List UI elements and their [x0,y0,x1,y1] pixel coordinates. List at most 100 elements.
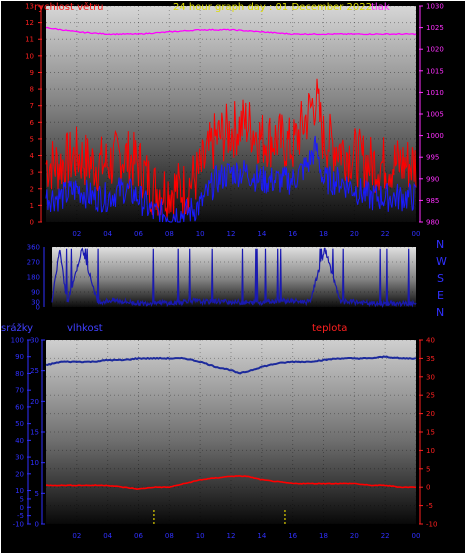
humidity-axis-label: vlhkost [67,323,103,334]
humidity-series [45,355,417,375]
time-tick-label-bottom-7: 16 [288,532,297,540]
pressure-tick-label-9: 1025 [426,24,444,32]
wind-speed-tick-label-6: 6 [30,119,35,127]
time-tick-label-bottom-5: 12 [227,532,236,540]
humidity-tick-label-1: 25 [30,367,39,375]
rain-axis-label: srážky [1,322,33,334]
wind-direction-series [51,247,417,308]
wind-speed-tick-label-9: 9 [30,69,34,77]
rain-tick-label-8: 20 [15,470,24,478]
rain-tick-label-7: 30 [15,454,24,462]
time-tick-label-top-1: 04 [103,230,112,238]
pressure-tick-label-1: 985 [426,197,439,205]
time-tick-label-top-6: 14 [257,230,266,238]
compass-label-n: N [436,238,444,251]
temperature-tick-label-5: 15 [426,429,435,437]
pressure-axis-label: tlak [371,2,390,13]
pressure-tick-label-6: 1010 [426,89,444,97]
wind-gust-series [45,78,417,219]
wind-direction-plot-area [52,247,416,307]
wind-speed-axis-label: rychlost větru [34,1,104,13]
temperature-series [46,475,417,491]
rain-tick-label-6: 40 [15,437,24,445]
compass-label-w: W [436,255,447,268]
direction-tick-label-4: 270 [27,259,40,267]
wind-speed-tick-label-13: 13 [25,3,34,11]
humidity-tick-label-3: 15 [30,429,39,437]
rain-tick-label-12: -5 [17,512,24,520]
wind-speed-tick-label-8: 8 [30,86,34,94]
time-tick-label-top-0: 02 [72,230,81,238]
rain-tick-label-13: -10 [13,521,24,529]
humidity-tick-label-6: 0 [35,521,39,529]
pressure-tick-label-3: 995 [426,154,439,162]
pressure-tick-label-0: 980 [426,219,439,227]
wind-speed-tick-label-0: 0 [30,219,34,227]
rain-tick-label-5: 50 [15,420,24,428]
wind-speed-tick-label-3: 3 [30,169,34,177]
rain-tick-label-0: 100 [11,337,24,345]
compass-label-e: E [437,289,444,302]
compass-label-s: S [437,272,444,285]
wind-speed-tick-label-10: 10 [25,52,34,60]
rain-tick-label-11: 0 [20,504,24,512]
time-tick-label-top-9: 20 [350,230,359,238]
wind-speed-tick-label-2: 2 [30,185,34,193]
chart-series [45,26,417,524]
time-tick-label-bottom-11: 00 [412,532,421,540]
temperature-tick-label-2: 30 [426,373,435,381]
time-tick-label-bottom-0: 02 [72,532,81,540]
rain-tick-label-9: 10 [15,487,24,495]
pressure-tick-label-2: 990 [426,175,439,183]
wind-speed-tick-label-5: 5 [30,135,34,143]
humidity-tick-label-4: 10 [30,459,39,467]
direction-tick-label-3: 180 [27,274,40,282]
rain-tick-label-4: 60 [15,403,24,411]
wind-pressure-plot-area [46,6,416,222]
temperature-tick-label-6: 10 [426,447,435,455]
wind-speed-tick-label-1: 1 [30,202,34,210]
humidity-tick-label-2: 20 [30,398,39,406]
time-tick-label-top-2: 06 [134,230,143,238]
compass-label-n-bottom: N [436,306,444,319]
direction-tick-label-2: 90 [31,289,40,297]
direction-tick-label-1: 30 [31,299,40,307]
chart-axes: 0123456789101112139809859909951000100510… [11,3,444,541]
time-tick-label-bottom-4: 10 [196,532,205,540]
pressure-tick-label-5: 1005 [426,111,444,119]
pressure-tick-label-4: 1000 [426,132,444,140]
temperature-tick-label-8: 0 [426,484,430,492]
pressure-series [45,26,417,36]
pressure-tick-label-8: 1020 [426,46,444,54]
wind-speed-tick-label-12: 12 [25,19,34,27]
humidity-tick-label-5: 5 [35,490,39,498]
time-tick-label-bottom-9: 20 [350,532,359,540]
time-tick-label-bottom-2: 06 [134,532,143,540]
pressure-tick-label-10: 1030 [426,3,444,11]
temperature-tick-label-7: 5 [426,465,430,473]
temperature-tick-label-10: -10 [426,521,437,529]
time-tick-label-bottom-6: 14 [257,532,266,540]
wind-speed-tick-label-11: 11 [25,36,34,44]
time-tick-label-top-8: 18 [319,230,328,238]
rain-tick-label-3: 70 [15,387,24,395]
time-tick-label-top-3: 08 [165,230,174,238]
rain-tick-label-2: 80 [15,370,24,378]
temperature-tick-label-4: 20 [426,410,435,418]
time-tick-label-bottom-1: 04 [103,532,112,540]
wind-average-series [45,135,417,223]
humidity-tick-label-0: 30 [30,337,39,345]
wind-speed-tick-label-4: 4 [30,152,35,160]
time-tick-label-bottom-10: 22 [381,532,390,540]
wind-speed-tick-label-7: 7 [30,102,34,110]
compass-labels: N W S E N [436,238,447,319]
time-tick-label-top-11: 00 [412,230,421,238]
temperature-tick-label-1: 35 [426,355,435,363]
pressure-tick-label-7: 1015 [426,67,444,75]
time-tick-label-top-10: 22 [381,230,390,238]
temperature-tick-label-3: 25 [426,392,435,400]
rain-tick-label-1: 90 [15,353,24,361]
time-tick-label-bottom-8: 18 [319,532,328,540]
